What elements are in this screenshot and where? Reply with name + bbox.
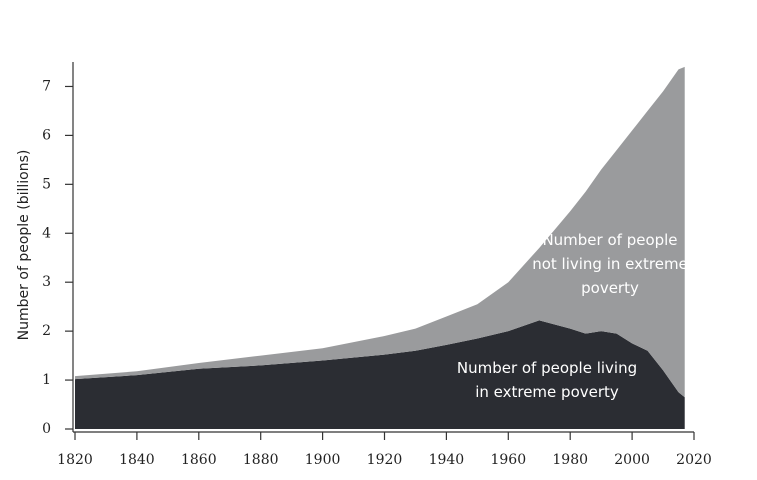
- y-tick-label: 2: [42, 323, 51, 339]
- x-tick-label: 1960: [490, 452, 526, 468]
- x-tick-label: 2000: [614, 452, 650, 468]
- series-label: Number of people not living in extreme p…: [532, 231, 688, 297]
- y-tick-label: 3: [42, 274, 51, 290]
- x-tick-label: 1840: [119, 452, 155, 468]
- x-tick-label: 1900: [305, 452, 341, 468]
- x-tick-label: 1880: [243, 452, 279, 468]
- x-tick-label: 1940: [429, 452, 465, 468]
- series-label-text: Number of people living in extreme pover…: [456, 359, 638, 401]
- y-tick-label: 5: [42, 176, 51, 192]
- area: [75, 320, 685, 429]
- y-tick-label: 4: [42, 225, 51, 241]
- y-tick-label: 6: [42, 127, 51, 143]
- y-tick-label: 7: [42, 78, 51, 94]
- x-tick-label: 1860: [181, 452, 217, 468]
- series-label: Number of people living in extreme pover…: [456, 359, 638, 401]
- x-tick-label: 1920: [367, 452, 403, 468]
- area: [75, 66, 685, 398]
- y-tick-label: 1: [42, 372, 51, 388]
- x-tick-label: 1980: [552, 452, 588, 468]
- x-tick-label: 1820: [57, 452, 93, 468]
- x-tick-label: 2020: [676, 452, 712, 468]
- series-label-text: Number of people not living in extreme p…: [532, 231, 688, 297]
- y-tick-label: 0: [42, 421, 51, 437]
- y-axis-label: Number of people (billions): [16, 150, 32, 341]
